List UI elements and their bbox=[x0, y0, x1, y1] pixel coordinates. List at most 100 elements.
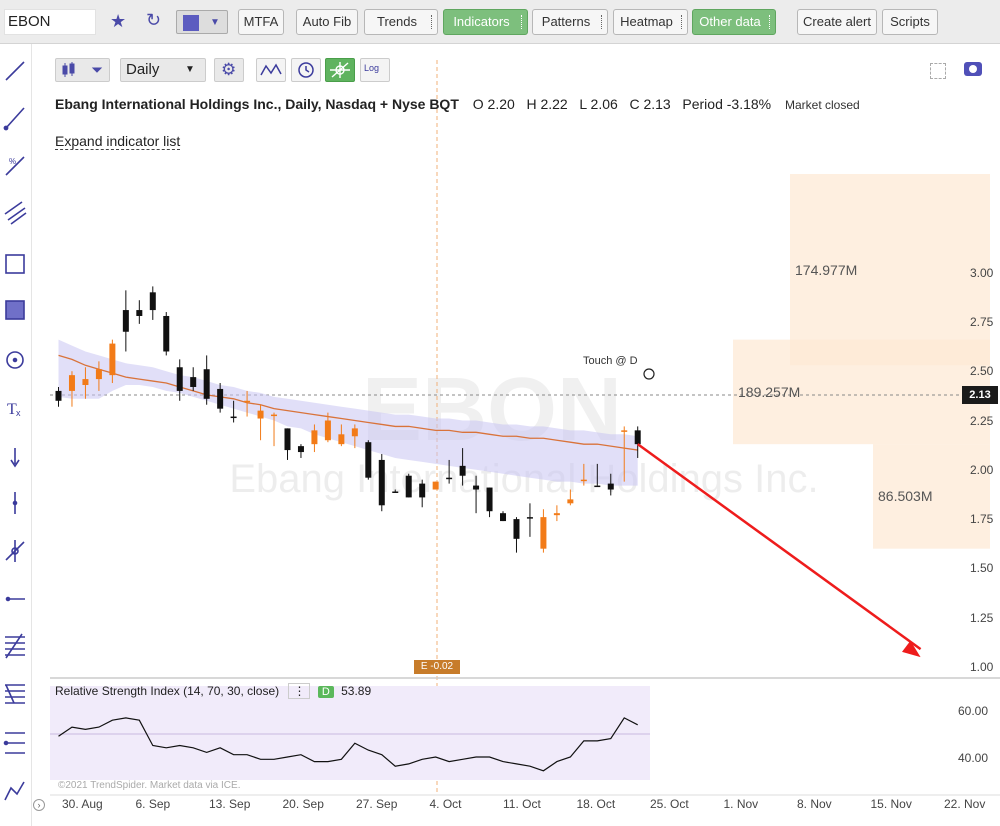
symbol-input[interactable]: EBON bbox=[4, 9, 96, 35]
candle-body bbox=[284, 428, 291, 451]
price-axis-label: 1.75 bbox=[970, 512, 994, 527]
auto-fib-button[interactable]: Auto Fib bbox=[296, 9, 358, 35]
rsi-timeframe-badge: D bbox=[317, 686, 334, 698]
date-axis-label: 27. Sep bbox=[356, 797, 398, 811]
other-data-label: Other data bbox=[699, 14, 761, 29]
candle-body bbox=[311, 430, 318, 445]
fib-tool-icon[interactable]: % bbox=[5, 156, 25, 176]
candle-body bbox=[297, 446, 304, 453]
star-icon[interactable]: ★ bbox=[110, 11, 127, 31]
channel-tool-icon[interactable] bbox=[4, 201, 27, 225]
compare-icon bbox=[260, 63, 282, 76]
rsi-value: 53.89 bbox=[341, 684, 372, 698]
projection-arrow-head bbox=[901, 640, 921, 658]
price-axis-label: 2.00 bbox=[970, 462, 994, 477]
candle-body bbox=[473, 485, 480, 490]
volume-profile bbox=[733, 174, 990, 549]
price-axis-label: 2.75 bbox=[970, 314, 994, 329]
path-tool-icon[interactable] bbox=[4, 781, 25, 801]
market-status: Market closed bbox=[785, 98, 860, 112]
candle-body bbox=[500, 513, 507, 522]
heatmap-more-icon[interactable] bbox=[681, 15, 684, 29]
horizontal-line-tool-icon[interactable] bbox=[5, 596, 25, 602]
expand-sidebar-icon[interactable]: › bbox=[33, 799, 45, 811]
candle-body bbox=[432, 481, 439, 490]
fib-fan-tool-icon[interactable] bbox=[5, 633, 25, 659]
candle-body bbox=[526, 517, 533, 519]
trendline-tool-icon[interactable] bbox=[5, 61, 25, 81]
candle-body bbox=[580, 479, 587, 482]
fullscreen-icon[interactable] bbox=[930, 63, 946, 79]
indicators-label: Indicators bbox=[453, 14, 510, 29]
earnings-badge[interactable]: E -0.02 bbox=[414, 660, 460, 674]
rsi-title: Relative Strength Index (14, 70, 30, clo… bbox=[55, 684, 280, 698]
candle-body bbox=[419, 483, 426, 498]
candle-body bbox=[163, 315, 170, 352]
scripts-button[interactable]: Scripts bbox=[882, 9, 938, 35]
create-alert-button[interactable]: Create alert bbox=[797, 9, 877, 35]
close-value: C 2.13 bbox=[629, 96, 671, 112]
candle-body bbox=[621, 430, 628, 432]
candle-body bbox=[324, 420, 331, 441]
rsi-legend: Relative Strength Index (14, 70, 30, clo… bbox=[55, 683, 371, 699]
date-axis-label: 1. Nov bbox=[723, 797, 759, 811]
trends-button[interactable]: Trends bbox=[364, 9, 438, 35]
compare-button[interactable] bbox=[256, 58, 286, 82]
heatmap-button[interactable]: Heatmap bbox=[613, 9, 688, 35]
circle-tool-icon[interactable] bbox=[6, 351, 24, 369]
candle-body bbox=[149, 292, 156, 311]
pitchfork-tool-icon[interactable] bbox=[5, 684, 25, 704]
date-axis-label: 25. Oct bbox=[650, 797, 689, 811]
other-data-button[interactable]: Other data bbox=[692, 9, 776, 35]
clock-icon bbox=[298, 62, 314, 78]
date-axis-label: 30. Aug bbox=[62, 797, 103, 811]
volume-profile-label: 189.257M bbox=[738, 383, 801, 400]
candle-body bbox=[567, 499, 574, 504]
log-scale-button[interactable]: Log bbox=[360, 58, 390, 82]
parallel-lines-tool-icon[interactable] bbox=[3, 732, 26, 754]
replay-button[interactable] bbox=[291, 58, 321, 82]
chevron-down-icon: ▼ bbox=[210, 17, 220, 28]
mtfa-button[interactable]: MTFA bbox=[238, 9, 284, 35]
patterns-button[interactable]: Patterns bbox=[532, 9, 608, 35]
trends-more-icon[interactable] bbox=[431, 15, 434, 29]
vertical-line-tool-icon[interactable] bbox=[12, 492, 18, 514]
color-swatch bbox=[183, 15, 199, 31]
arrow-down-tool-icon[interactable] bbox=[10, 448, 20, 468]
indicators-button[interactable]: Indicators bbox=[443, 9, 528, 35]
color-picker-button[interactable]: ▼ bbox=[176, 10, 228, 34]
candle-body bbox=[365, 442, 372, 478]
candle-body bbox=[405, 475, 412, 498]
other-data-more-icon[interactable] bbox=[769, 15, 772, 29]
filled-rectangle-tool-icon[interactable] bbox=[5, 300, 25, 320]
candle-body bbox=[338, 434, 345, 445]
crosshair-toggle-button[interactable] bbox=[325, 58, 355, 82]
rsi-options-icon[interactable]: ⋮ bbox=[288, 683, 311, 699]
high-value: H 2.22 bbox=[526, 96, 568, 112]
instrument-name: Ebang International Holdings Inc., Daily… bbox=[55, 96, 459, 112]
ray-tool-icon[interactable] bbox=[3, 107, 25, 131]
indicators-more-icon[interactable] bbox=[521, 15, 524, 29]
watermark-company: Ebang International Holdings Inc. bbox=[229, 457, 818, 501]
camera-icon[interactable] bbox=[964, 62, 982, 76]
log-label: Log bbox=[364, 63, 380, 73]
timeframe-select[interactable]: Daily ▼ bbox=[120, 58, 206, 82]
candle-body bbox=[634, 430, 641, 445]
chart-type-select[interactable] bbox=[55, 58, 110, 82]
refresh-icon[interactable]: ↻ bbox=[146, 10, 162, 30]
rectangle-tool-icon[interactable] bbox=[5, 254, 25, 274]
date-axis-label: 8. Nov bbox=[797, 797, 832, 811]
expand-indicator-list-link[interactable]: Expand indicator list bbox=[55, 133, 181, 150]
settings-button[interactable]: ⚙ bbox=[214, 58, 244, 82]
price-axis-label: 1.25 bbox=[970, 610, 994, 625]
candle-body bbox=[513, 519, 520, 539]
candle-body bbox=[244, 400, 251, 403]
candle-body bbox=[257, 410, 264, 419]
date-axis-label: 20. Sep bbox=[282, 797, 324, 811]
patterns-more-icon[interactable] bbox=[601, 15, 604, 29]
crosshair-tool-icon[interactable] bbox=[5, 540, 25, 562]
